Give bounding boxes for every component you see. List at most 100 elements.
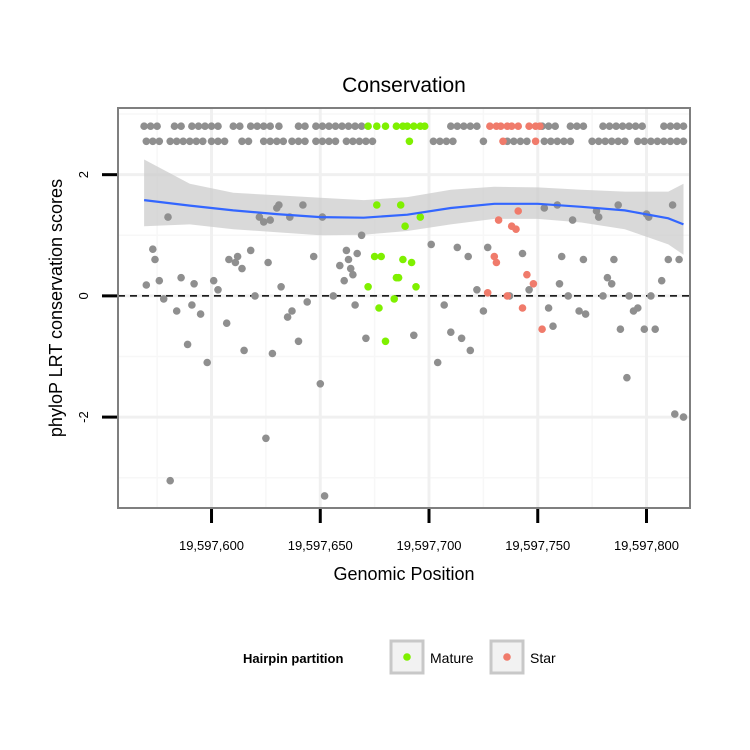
point-other [214, 122, 222, 130]
point-other [594, 137, 603, 146]
legend-label-mature: Mature [430, 650, 474, 666]
point-other [246, 122, 255, 130]
point-other [673, 122, 681, 130]
point-other [675, 255, 683, 264]
point-other [601, 137, 609, 146]
point-other [631, 122, 640, 130]
point-mature [381, 122, 390, 130]
point-mature [416, 213, 425, 221]
point-mature [407, 258, 416, 267]
point-other [303, 298, 312, 306]
point-other [566, 122, 575, 130]
point-other [479, 307, 488, 315]
point-other [368, 137, 377, 146]
point-other [264, 258, 272, 267]
y-axis: -2 0 2 [76, 171, 117, 423]
point-other [440, 301, 449, 309]
point-other [140, 122, 148, 130]
x-tick-label: 19,597,750 [505, 538, 570, 553]
point-other [342, 246, 351, 255]
point-mature [420, 122, 429, 130]
point-other [479, 137, 488, 146]
point-other [192, 137, 201, 146]
point-mature [394, 273, 403, 282]
y-tick-label: 0 [76, 292, 91, 299]
point-other [164, 213, 172, 221]
point-mature [377, 252, 386, 261]
point-other [666, 122, 675, 130]
point-other [668, 201, 677, 209]
point-star [490, 252, 499, 261]
point-other [616, 325, 625, 334]
point-other [473, 122, 481, 130]
point-other [523, 137, 531, 146]
point-other [623, 373, 631, 382]
point-other [525, 286, 533, 294]
point-star [514, 207, 522, 215]
point-other [277, 283, 285, 291]
point-other [679, 122, 688, 130]
point-star [494, 216, 503, 224]
point-other [433, 358, 442, 367]
point-other [159, 295, 168, 303]
plot-grid [118, 108, 690, 508]
point-other [640, 325, 649, 334]
point-other [453, 243, 462, 252]
point-other [555, 280, 564, 288]
point-other [309, 252, 318, 261]
point-other [151, 255, 159, 264]
point-other [244, 137, 253, 146]
point-star [525, 122, 533, 130]
point-other [336, 261, 344, 270]
point-other [312, 122, 320, 130]
point-other [625, 122, 633, 130]
point-other [222, 319, 231, 328]
point-other [294, 137, 303, 146]
point-other [594, 213, 603, 221]
x-tick-label: 19,597,800 [614, 538, 679, 553]
point-other [153, 122, 161, 130]
point-other [155, 276, 164, 285]
point-other [190, 280, 198, 288]
point-other [540, 137, 549, 146]
point-other [349, 137, 357, 146]
point-mature [399, 255, 407, 264]
point-other [449, 137, 457, 146]
point-other [346, 264, 355, 273]
point-other [251, 292, 259, 300]
point-other [196, 310, 205, 318]
point-star [518, 304, 527, 312]
point-other [547, 137, 555, 146]
point-other [214, 137, 222, 146]
point-other [266, 216, 275, 224]
point-other [240, 346, 248, 355]
point-other [301, 137, 309, 146]
point-other [673, 137, 681, 146]
point-other [457, 334, 466, 343]
legend-dot-mature [403, 653, 411, 661]
point-other [612, 122, 620, 130]
point-other [653, 137, 662, 146]
point-mature [381, 337, 390, 346]
point-other [560, 137, 568, 146]
plot-border [117, 107, 691, 509]
point-other [294, 337, 303, 346]
point-other [666, 137, 675, 146]
point-star [499, 137, 507, 146]
point-other [172, 137, 181, 146]
confidence-ribbon [144, 159, 684, 255]
point-mature [364, 283, 372, 291]
point-other [246, 246, 255, 255]
point-other [614, 201, 622, 209]
x-tick-label: 19,597,600 [179, 538, 244, 553]
point-mature [410, 122, 418, 130]
point-other [355, 137, 364, 146]
point-other [410, 331, 418, 340]
point-other [607, 280, 616, 288]
point-other [149, 245, 157, 253]
point-other [540, 204, 549, 212]
point-mature [405, 137, 414, 146]
point-other [275, 122, 283, 130]
point-mature [375, 304, 383, 312]
point-other [259, 218, 268, 226]
